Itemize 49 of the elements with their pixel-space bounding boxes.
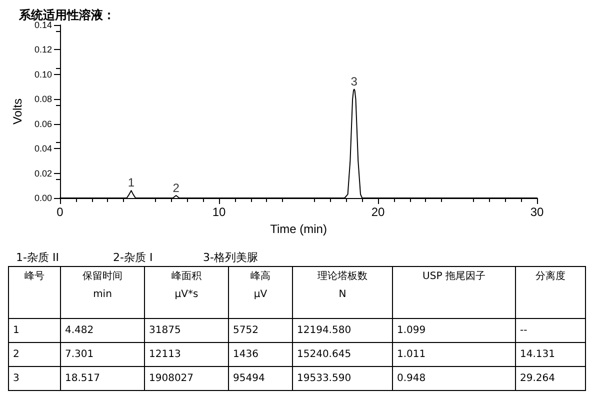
text: 分离度 <box>516 266 586 318</box>
text: 2-杂质 I <box>113 250 153 265</box>
y-axis-title: Volts <box>10 98 25 125</box>
text: 12113 <box>144 342 228 366</box>
text: 5752 <box>228 318 292 342</box>
text: 7.301 <box>60 342 144 366</box>
text: 31875 <box>144 318 228 342</box>
text: 1.099 <box>392 318 516 342</box>
text: 18.517 <box>60 366 144 390</box>
text: 峰面积 μV*s <box>144 266 228 318</box>
text: 1908027 <box>144 366 228 390</box>
text: 29.264 <box>516 366 586 390</box>
x-tick-label: 0 <box>56 205 64 219</box>
x-tick-label: 20 <box>371 205 385 219</box>
text: 0.948 <box>392 366 516 390</box>
text: 峰号 <box>8 266 60 318</box>
y-tick-label: 0.04 <box>34 144 52 154</box>
text: 2 <box>8 342 60 366</box>
text: 理论塔板数 N <box>292 266 392 318</box>
text: 12194.580 <box>292 318 392 342</box>
text: 14.131 <box>516 342 586 366</box>
text: 3-格列美脲 <box>203 250 258 265</box>
text: 1.011 <box>392 342 516 366</box>
y-tick-label: 0.12 <box>34 44 52 55</box>
annotation: 2 <box>172 181 180 196</box>
text: 19533.590 <box>292 366 392 390</box>
x-tick-label: 30 <box>530 205 544 219</box>
text: 1-杂质 II <box>16 250 59 265</box>
text: USP 拖尾因子 <box>392 266 516 318</box>
y-tick-label: 0.10 <box>34 69 52 80</box>
text: 3 <box>8 366 60 390</box>
text: 1436 <box>228 342 292 366</box>
chart-title: 系统适用性溶液： <box>18 8 115 22</box>
y-tick-label: 0.08 <box>34 94 52 104</box>
x-axis-title: Time (min) <box>270 222 327 236</box>
text: 95494 <box>228 366 292 390</box>
annotation: 3 <box>350 74 358 88</box>
y-tick-label: 0.06 <box>34 118 52 129</box>
text: 1 <box>8 318 60 342</box>
text: -- <box>516 318 586 342</box>
annotation: 1 <box>128 176 135 190</box>
text: 峰高 μV <box>228 266 292 318</box>
y-tick-label: 0.00 <box>34 193 52 203</box>
text: 4.482 <box>60 318 144 342</box>
y-tick-label: 0.02 <box>34 168 52 178</box>
y-tick-label: 0.14 <box>34 20 52 30</box>
text: 15240.645 <box>292 342 392 366</box>
text: 保留时间 min <box>60 266 144 318</box>
x-tick-label: 10 <box>212 205 226 219</box>
